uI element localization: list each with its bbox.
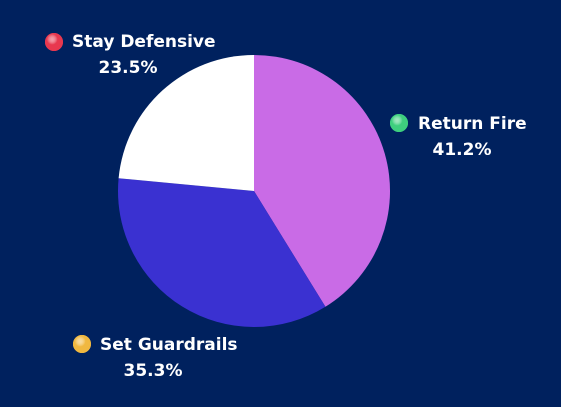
- slice-label: Return Fire: [418, 114, 527, 134]
- pie-slice: [254, 55, 390, 307]
- value-label: 23.5%: [99, 58, 158, 78]
- slice-label: Stay Defensive: [72, 32, 216, 52]
- pie-slice: [118, 178, 326, 327]
- slice-label: Set Guardrails: [100, 335, 238, 355]
- legend-marker-shine: [390, 114, 408, 132]
- value-label: 41.2%: [433, 140, 492, 160]
- value-label: 35.3%: [124, 361, 183, 381]
- legend-marker-shine: [45, 33, 63, 51]
- legend-marker-shine: [73, 335, 91, 353]
- pie-slice: [118, 55, 254, 191]
